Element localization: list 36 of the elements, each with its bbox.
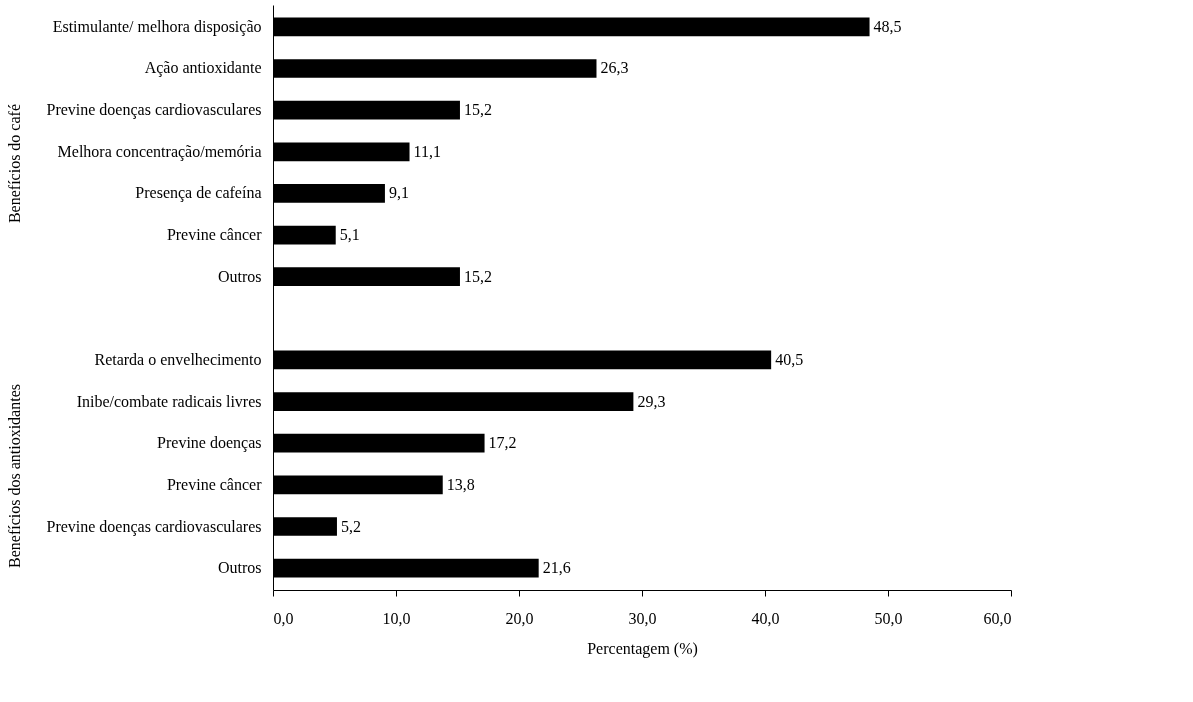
text: Benefícios dos antioxidantes bbox=[6, 384, 24, 569]
data-label: 26,3 bbox=[600, 59, 629, 77]
y-tick-label: Previne câncer bbox=[166, 226, 263, 244]
data-label: 40,5 bbox=[775, 350, 804, 368]
x-tick-label: 20,0 bbox=[505, 609, 534, 627]
data-label: 5,1 bbox=[339, 226, 360, 244]
y-tick-label: Inibe/combate radicais livres bbox=[76, 392, 262, 410]
y-tick-label: Previne doenças bbox=[157, 434, 262, 453]
x-tick-label: 30,0 bbox=[628, 609, 657, 627]
y-tick-label: Presença de cafeína bbox=[135, 184, 262, 203]
data-label: 15,2 bbox=[463, 101, 492, 119]
data-label: 5,2 bbox=[340, 517, 361, 535]
data-label: 13,8 bbox=[446, 475, 475, 493]
data-label: 9,1 bbox=[388, 184, 409, 202]
x-tick-label: 0,0 bbox=[273, 609, 294, 627]
data-label: 15,2 bbox=[463, 267, 492, 285]
y-tick-label: Estimulante/ melhora disposição bbox=[52, 17, 262, 36]
y-tick-label: Previne doenças cardiovasculares bbox=[46, 517, 262, 536]
x-axis-title: Percentagem (%) bbox=[587, 639, 698, 658]
y-tick-label: Melhora concentração/memória bbox=[57, 142, 262, 161]
data-label: 29,3 bbox=[637, 392, 666, 410]
x-tick-label: 10,0 bbox=[382, 609, 411, 627]
data-label: 11,1 bbox=[413, 142, 441, 160]
x-tick-label: 60,0 bbox=[983, 609, 1012, 627]
y-tick-label: Previne câncer bbox=[166, 475, 263, 493]
x-tick-label: 50,0 bbox=[874, 609, 903, 627]
x-tick-label: 40,0 bbox=[751, 609, 780, 627]
text: Benefícios do café bbox=[6, 104, 24, 224]
data-label: 21,6 bbox=[542, 559, 571, 577]
data-label: 17,2 bbox=[488, 434, 517, 452]
y-tick-label: Previne doenças cardiovasculares bbox=[46, 101, 262, 120]
data-label: 48,5 bbox=[873, 17, 902, 35]
y-tick-label: Retarda o envelhecimento bbox=[94, 350, 262, 368]
y-tick-label: Ação antioxidante bbox=[144, 59, 262, 78]
y-tick-label: Outros bbox=[217, 267, 262, 285]
y-tick-label: Outros bbox=[217, 559, 262, 577]
